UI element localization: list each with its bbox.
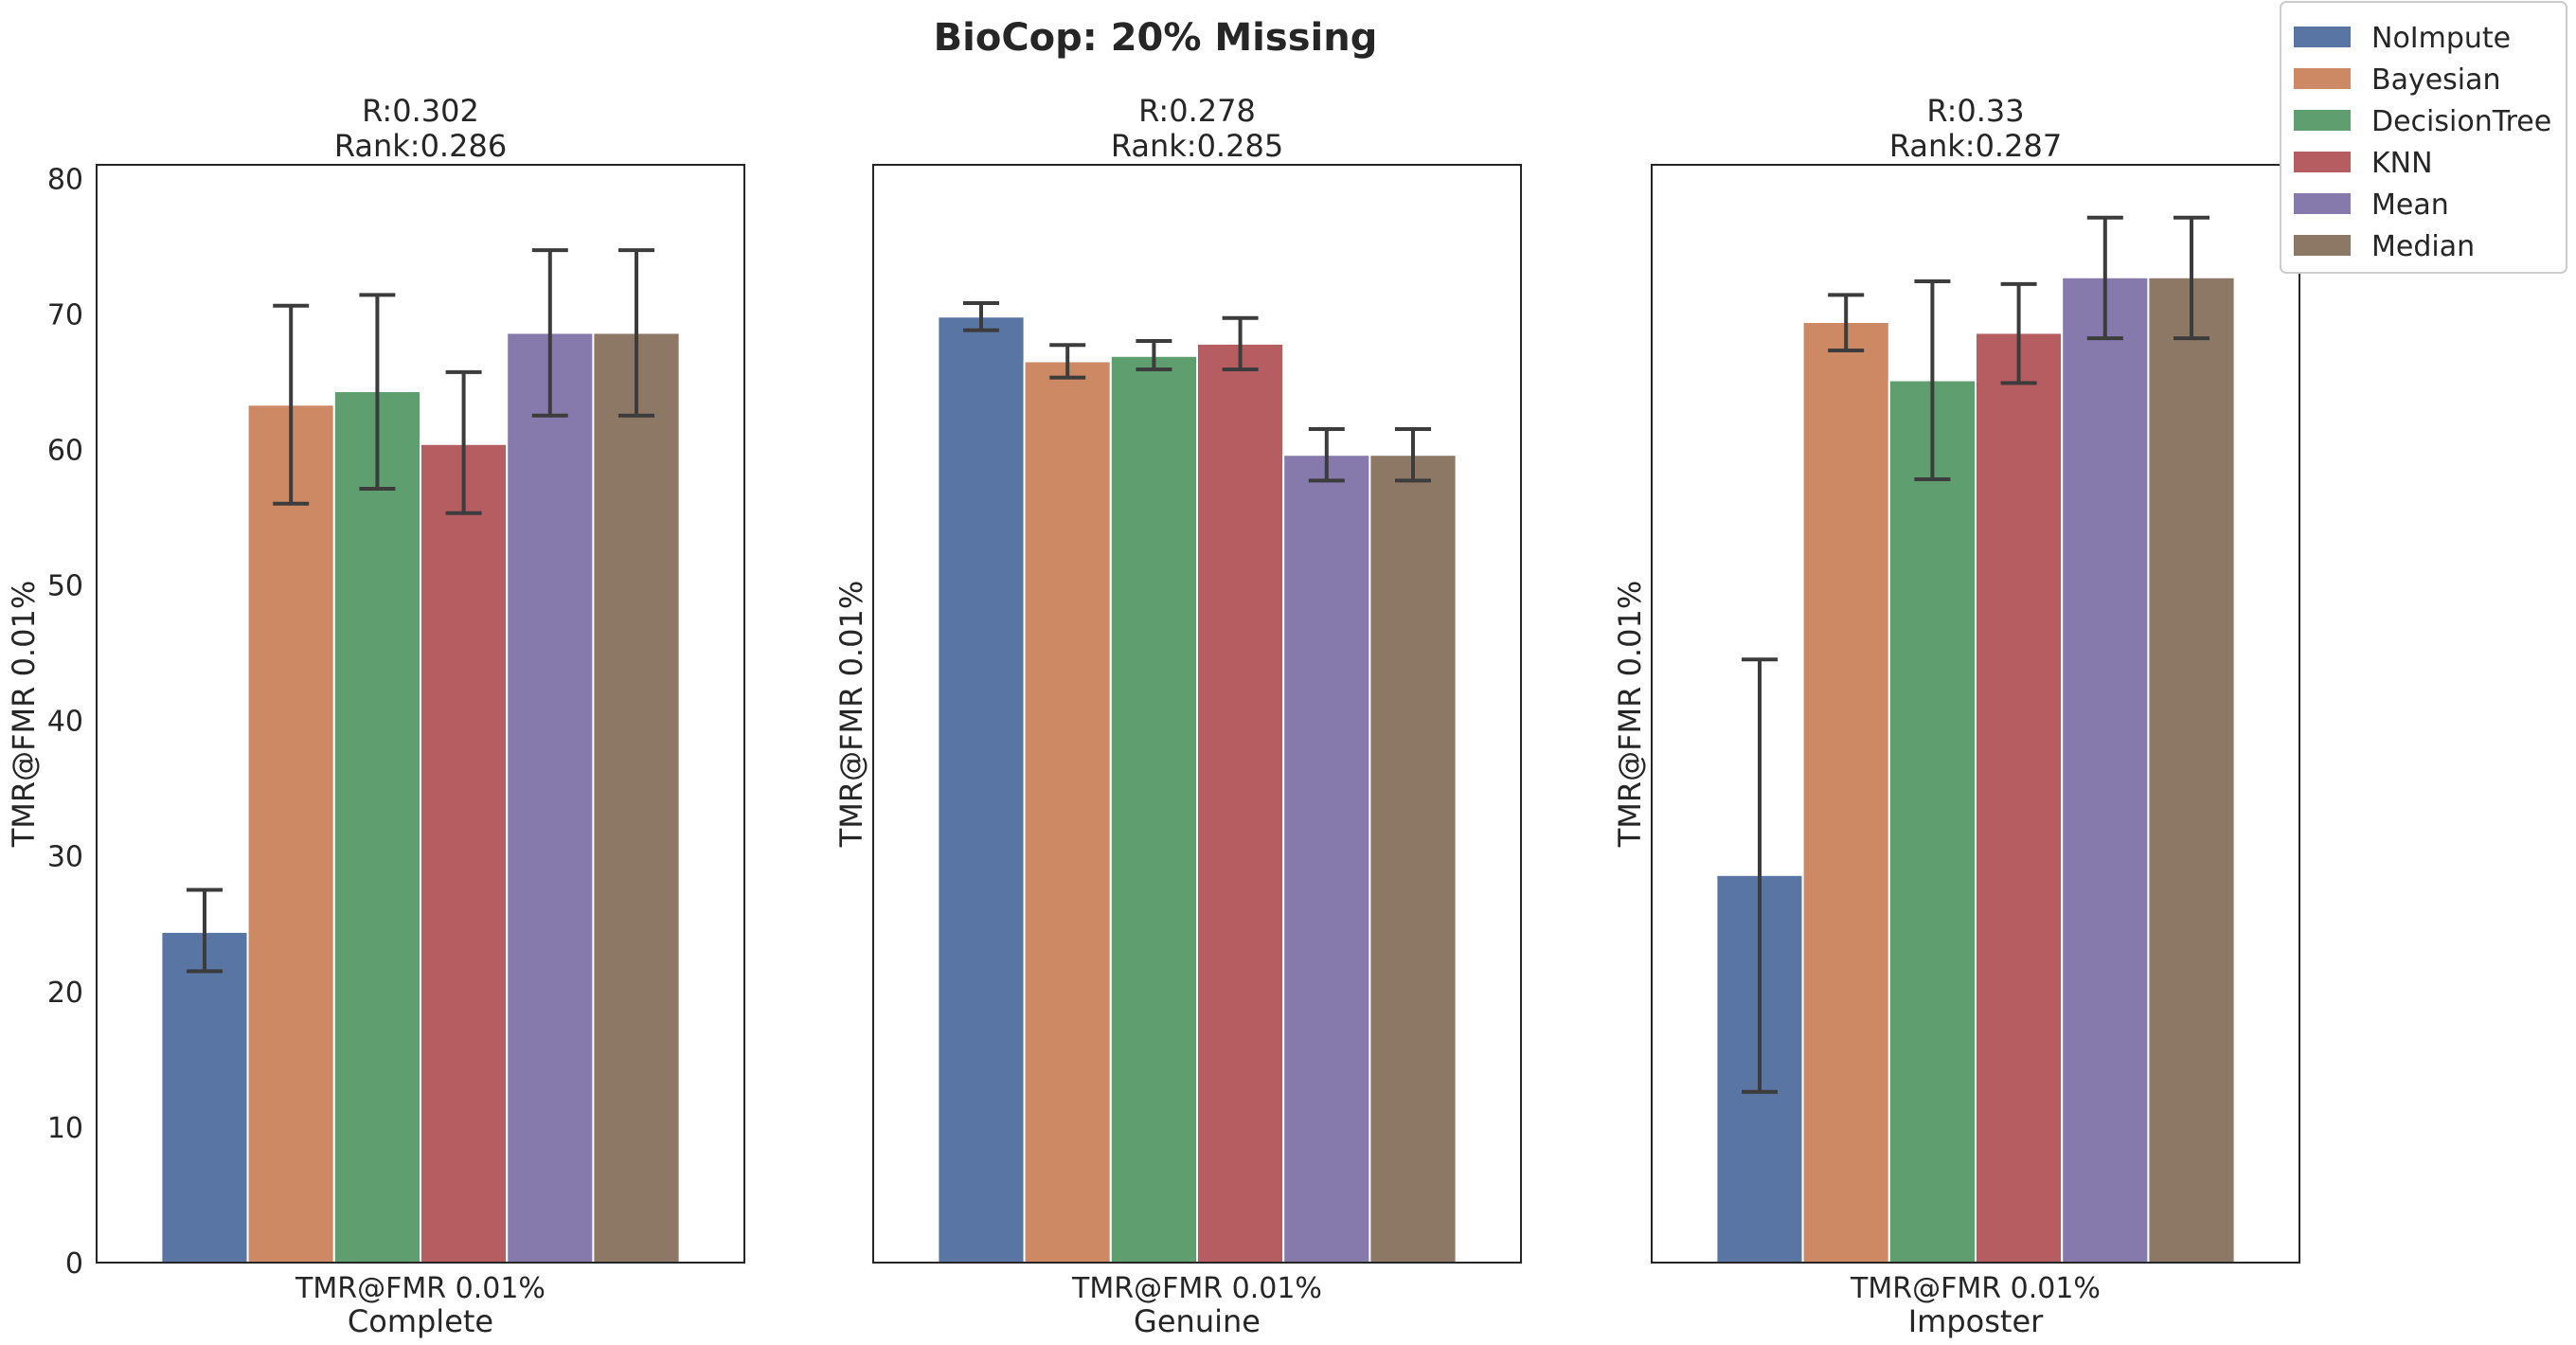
- legend-swatch: [2294, 152, 2351, 172]
- legend-swatch: [2294, 110, 2351, 131]
- errorbar-imposter-bayesian: [1828, 293, 1865, 353]
- x-axis-label: Genuine: [1134, 1303, 1261, 1339]
- axes-frame-complete: [96, 164, 745, 1264]
- legend-item-median: Median: [2294, 230, 2475, 263]
- bar-imposter-bayesian: [1801, 320, 1890, 1264]
- y-axis-label: TMR@FMR 0.01%: [833, 581, 869, 848]
- errorbar-genuine-mean: [1308, 427, 1345, 483]
- errorbar-genuine-decisiontree: [1136, 339, 1172, 372]
- errorbar-imposter-noimpute: [1742, 657, 1778, 1094]
- bar-complete-mean: [506, 332, 595, 1264]
- y-axis-label: TMR@FMR 0.01%: [1612, 581, 1648, 848]
- errorbar-genuine-bayesian: [1049, 343, 1086, 380]
- errorbar-genuine-median: [1395, 427, 1431, 483]
- y-tick-label: 30: [47, 841, 83, 874]
- legend-label: Mean: [2371, 188, 2449, 222]
- x-axis-label: Imposter: [1908, 1303, 2044, 1339]
- y-tick-label: 10: [47, 1112, 83, 1145]
- legend-label: KNN: [2371, 147, 2433, 180]
- y-tick-label: 0: [65, 1247, 83, 1281]
- legend-swatch: [2294, 193, 2351, 214]
- legend-label: Bayesian: [2371, 63, 2501, 97]
- bar-genuine-knn: [1196, 342, 1285, 1264]
- figure-title: BioCop: 20% Missing: [934, 16, 1378, 60]
- errorbar-complete-median: [618, 248, 654, 418]
- y-tick-label: 80: [47, 163, 83, 196]
- y-tick-label: 50: [47, 570, 83, 603]
- bar-imposter-knn: [1975, 332, 2064, 1264]
- legend-swatch: [2294, 68, 2351, 89]
- y-tick-label: 40: [47, 706, 83, 739]
- bar-genuine-median: [1368, 454, 1458, 1264]
- legend: NoImpute Bayesian DecisionTree KNN Mean Media…: [2280, 1, 2567, 274]
- errorbar-complete-bayesian: [273, 303, 310, 506]
- bar-genuine-decisiontree: [1109, 354, 1199, 1264]
- legend-label: DecisionTree: [2371, 105, 2551, 138]
- bar-imposter-decisiontree: [1887, 379, 1977, 1264]
- y-tick-label: 70: [47, 298, 83, 332]
- bar-genuine-noimpute: [937, 315, 1026, 1264]
- panel-title-rank: Rank:0.286: [334, 128, 507, 164]
- errorbar-complete-mean: [531, 248, 568, 418]
- panel-title-rank: Rank:0.287: [1889, 128, 2062, 164]
- bar-imposter-mean: [2061, 276, 2150, 1264]
- bar-complete-median: [592, 332, 681, 1264]
- panel-title-r: R:0.302: [362, 93, 479, 129]
- errorbar-genuine-knn: [1222, 315, 1259, 372]
- bar-complete-decisiontree: [332, 389, 421, 1264]
- errorbar-genuine-noimpute: [963, 300, 999, 332]
- legend-label: NoImpute: [2371, 22, 2511, 55]
- errorbar-complete-decisiontree: [359, 293, 396, 491]
- panel-title-rank: Rank:0.285: [1111, 128, 1283, 164]
- bar-genuine-bayesian: [1023, 360, 1112, 1264]
- errorbar-imposter-decisiontree: [1914, 279, 1951, 481]
- errorbar-imposter-median: [2174, 215, 2209, 341]
- legend-item-knn: KNN: [2294, 147, 2433, 180]
- legend-swatch: [2294, 235, 2351, 256]
- x-tick-label: TMR@FMR 0.01%: [1071, 1272, 1322, 1305]
- errorbar-complete-noimpute: [187, 888, 223, 974]
- legend-box: [2280, 1, 2567, 274]
- legend-label: Median: [2371, 230, 2475, 263]
- legend-item-decisiontree: DecisionTree: [2294, 105, 2551, 138]
- panel-title-r: R:0.33: [1926, 93, 2024, 129]
- legend-item-mean: Mean: [2294, 188, 2449, 222]
- axes-frame-genuine: [872, 164, 1522, 1264]
- bar-complete-knn: [420, 442, 509, 1264]
- legend-swatch: [2294, 27, 2351, 47]
- legend-item-bayesian: Bayesian: [2294, 63, 2501, 97]
- x-tick-label: TMR@FMR 0.01%: [1850, 1272, 2101, 1305]
- y-tick-label: 60: [47, 434, 83, 467]
- x-axis-label: Complete: [348, 1303, 493, 1339]
- legend-item-noimpute: NoImpute: [2294, 22, 2511, 55]
- errorbar-complete-knn: [445, 369, 482, 515]
- x-tick-label: TMR@FMR 0.01%: [295, 1272, 546, 1305]
- bar-complete-noimpute: [160, 930, 249, 1264]
- panel-title-r: R:0.278: [1138, 93, 1256, 129]
- errorbar-imposter-knn: [2000, 281, 2037, 386]
- bar-complete-bayesian: [246, 404, 335, 1264]
- errorbar-imposter-mean: [2086, 215, 2123, 341]
- bar-genuine-mean: [1282, 454, 1371, 1264]
- bar-imposter-median: [2147, 276, 2236, 1264]
- y-axis-label: TMR@FMR 0.01%: [6, 581, 42, 848]
- axes-frame-imposter: [1651, 164, 2300, 1264]
- y-tick-label: 20: [47, 977, 83, 1010]
